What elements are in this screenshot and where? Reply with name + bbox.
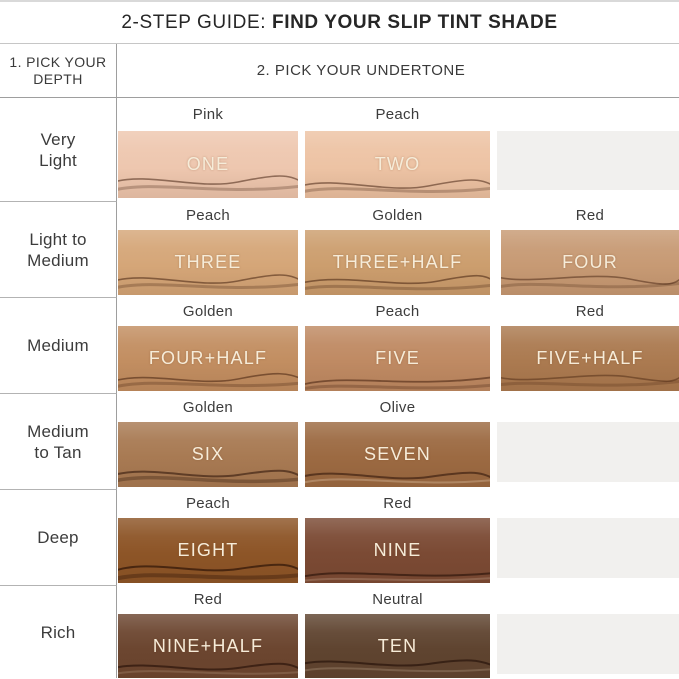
undertone-header-cell: 2. PICK YOUR UNDERTONE	[117, 44, 679, 97]
table-row: Very Light Pink Peach ONE TWO	[0, 98, 679, 201]
smear-texture	[305, 659, 490, 673]
shade-swatch: ONE	[118, 131, 298, 198]
table-header: 1. PICK YOUR DEPTH 2. PICK YOUR UNDERTON…	[0, 44, 679, 98]
smear-texture	[118, 469, 298, 484]
shade-swatch: FOUR+HALF	[118, 326, 298, 391]
page-title: 2-STEP GUIDE: FIND YOUR SLIP TINT SHADE	[0, 0, 679, 44]
smear-texture	[501, 374, 679, 387]
depth-header-label: 1. PICK YOUR DEPTH	[9, 54, 106, 88]
depth-header-cell: 1. PICK YOUR DEPTH	[0, 44, 117, 97]
title-emphasis: FIND YOUR SLIP TINT SHADE	[271, 11, 558, 33]
undertone-label: Peach	[185, 207, 231, 224]
shade-swatch: TEN	[305, 614, 490, 678]
smear-texture	[118, 175, 298, 191]
depth-cell: Light to Medium	[0, 201, 117, 297]
undertone-label: Golden	[182, 399, 234, 416]
undertone-label: Peach	[375, 303, 420, 320]
table-row: Light to Medium Peach Golden Red THREE T…	[0, 201, 679, 297]
undertone-label: Peach	[375, 106, 420, 123]
shade-swatch: SIX	[118, 422, 298, 487]
undertone-label: Red	[383, 495, 412, 512]
row-cells: Golden Olive SIX SEVEN	[117, 393, 679, 489]
shade-name: ONE	[186, 154, 230, 174]
undertone-label: Peach	[185, 495, 231, 512]
depth-label: Medium to Tan	[27, 421, 89, 462]
depth-label: Medium	[27, 336, 89, 355]
smear-texture	[305, 471, 490, 484]
depth-cell: Medium to Tan	[0, 393, 117, 489]
empty-cell	[497, 614, 679, 674]
shade-name: FOUR+HALF	[148, 348, 268, 368]
row-cells: Peach Golden Red THREE THREE+HALF FOUR	[117, 201, 679, 297]
depth-cell: Rich	[0, 585, 117, 678]
shade-name: SEVEN	[363, 444, 432, 464]
shade-name: TWO	[374, 154, 421, 174]
shade-swatch: SEVEN	[305, 422, 490, 487]
table-row: Deep Peach Red EIGHT NINE	[0, 489, 679, 585]
smear-texture	[305, 179, 490, 193]
undertone-label: Golden	[372, 207, 423, 224]
smear-texture	[305, 376, 490, 390]
undertone-label: Neutral	[372, 591, 423, 608]
depth-label: Rich	[40, 622, 76, 642]
shade-swatch: FIVE	[305, 326, 490, 391]
shade-swatch: EIGHT	[118, 518, 298, 583]
table-row: Medium to Tan Golden Olive SIX SEVEN	[0, 393, 679, 489]
shade-swatch: THREE+HALF	[305, 230, 490, 295]
smear-texture	[118, 662, 298, 675]
undertone-label: Red	[575, 207, 605, 224]
table-row: Medium Golden Peach Red FOUR+HALF FIVE F…	[0, 297, 679, 393]
undertone-label: Red	[575, 303, 605, 320]
shade-name: FIVE+HALF	[536, 348, 644, 368]
undertone-label: Red	[193, 591, 223, 608]
shade-swatch: THREE	[118, 230, 298, 295]
undertone-header-label: 2. PICK YOUR UNDERTONE	[256, 62, 466, 79]
smear-texture	[501, 275, 679, 289]
depth-cell: Deep	[0, 489, 117, 585]
smear-texture	[118, 563, 298, 581]
smear-texture	[305, 572, 490, 582]
smear-texture	[118, 274, 298, 289]
depth-label: Light to Medium	[27, 229, 89, 270]
empty-cell	[497, 422, 679, 482]
depth-cell: Medium	[0, 297, 117, 393]
depth-label: Deep	[37, 528, 79, 547]
shade-swatch: TWO	[305, 131, 490, 198]
shade-swatch: FOUR	[501, 230, 679, 295]
shade-name: TEN	[377, 635, 418, 656]
undertone-label: Pink	[192, 106, 224, 123]
shade-name: FOUR	[562, 252, 618, 272]
shade-swatch: FIVE+HALF	[501, 326, 679, 391]
smear-texture	[305, 274, 490, 291]
shade-name: THREE+HALF	[332, 252, 463, 272]
depth-header-line2: DEPTH	[33, 70, 83, 87]
shade-name: THREE	[174, 252, 242, 272]
empty-cell	[497, 518, 679, 578]
row-cells: Pink Peach ONE TWO	[117, 98, 679, 201]
shade-name: NINE+HALF	[152, 635, 264, 656]
smear-texture	[118, 372, 298, 388]
row-cells: Red Neutral NINE+HALF TEN	[117, 585, 679, 678]
shade-swatch: NINE+HALF	[118, 614, 298, 678]
row-cells: Golden Peach Red FOUR+HALF FIVE FIVE+HAL…	[117, 297, 679, 393]
title-prefix: 2-STEP GUIDE:	[121, 11, 272, 33]
empty-cell	[497, 131, 679, 190]
depth-cell: Very Light	[0, 98, 117, 201]
shade-name: FIVE	[375, 348, 420, 368]
shade-name: EIGHT	[177, 540, 239, 560]
depth-header-line1: 1. PICK YOUR	[9, 53, 107, 70]
undertone-label: Olive	[379, 399, 416, 416]
depth-label: Very Light	[39, 129, 77, 170]
table-row: Rich Red Neutral NINE+HALF TEN	[0, 585, 679, 678]
shade-name: NINE	[373, 540, 422, 560]
shade-swatch: NINE	[305, 518, 490, 583]
row-cells: Peach Red EIGHT NINE	[117, 489, 679, 585]
shade-name: SIX	[191, 444, 225, 464]
undertone-label: Golden	[182, 303, 234, 320]
